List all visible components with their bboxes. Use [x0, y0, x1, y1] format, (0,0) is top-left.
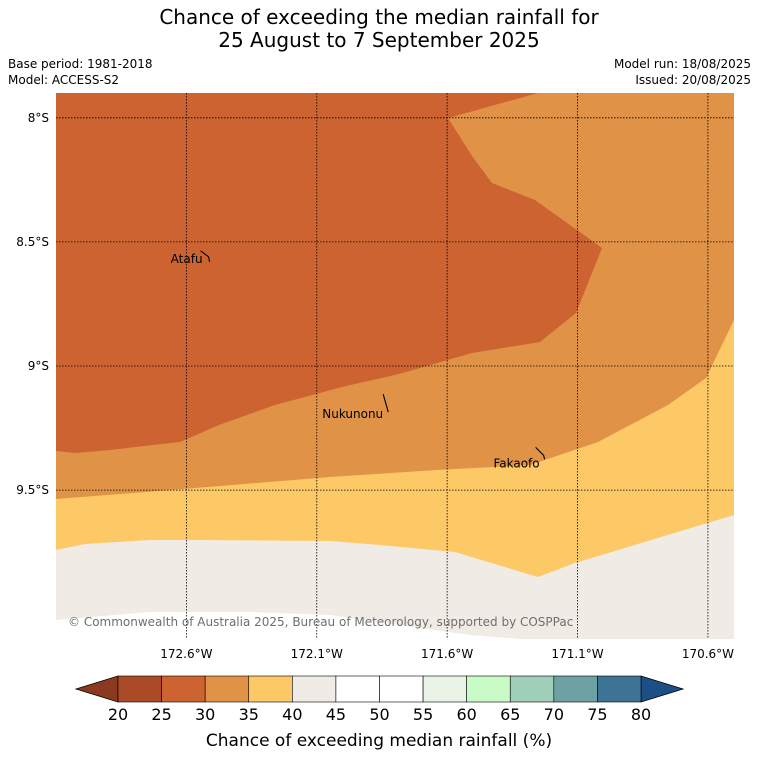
colorbar-segment	[292, 675, 337, 703]
colorbar-segment	[248, 675, 293, 703]
map-gridlines	[56, 93, 734, 639]
longitude-labels: 172.6°W 172.1°W 171.6°W 171.1°W 170.6°W	[160, 647, 734, 661]
colorbar-tick-label: 20	[108, 705, 128, 724]
colorbar-tick-label: 45	[326, 705, 346, 724]
colorbar-tick-label: 80	[631, 705, 651, 724]
atoll-outline-icon	[200, 250, 211, 262]
colorbar-segment	[422, 675, 467, 703]
colorbar-segment	[553, 675, 598, 703]
place-markers: Atafu Nukunonu Fakaofo	[171, 250, 546, 470]
model-run-label: Model run: 18/08/2025	[613, 57, 751, 71]
lon-tick-label: 170.6°W	[682, 647, 734, 661]
lon-tick-label: 172.1°W	[291, 647, 343, 661]
colorbar-title: Chance of exceeding median rainfall (%)	[205, 731, 553, 751]
colorbar-tick-label: 35	[239, 705, 259, 724]
colorbar-segment	[335, 675, 380, 703]
place-label: Fakaofo	[493, 456, 539, 470]
place-label: Nukunonu	[322, 407, 383, 421]
chart-title-line1: Chance of exceeding the median rainfall …	[159, 5, 599, 29]
colorbar-under-arrow	[74, 675, 119, 703]
lat-tick-label: 8°S	[28, 111, 49, 125]
colorbar-tick-label: 65	[500, 705, 520, 724]
region-25-30	[56, 93, 602, 453]
place-label: Atafu	[171, 252, 203, 266]
lon-tick-label: 171.6°W	[421, 647, 473, 661]
lat-tick-label: 8.5°S	[16, 235, 49, 249]
issued-label: Issued: 20/08/2025	[635, 73, 751, 87]
region-30-35-top-right	[448, 93, 734, 166]
colorbar-segment	[466, 675, 511, 703]
colorbar-tick-label: 50	[369, 705, 389, 724]
colorbar-segment	[161, 675, 206, 703]
colorbar-tick-label: 25	[151, 705, 171, 724]
colorbar-over-arrow	[640, 675, 685, 703]
colorbar-segment	[117, 675, 162, 703]
latitude-labels: 8°S 8.5°S 9°S 9.5°S	[16, 111, 49, 497]
colorbar-segments	[74, 675, 685, 703]
colorbar-tick-label: 30	[195, 705, 215, 724]
copyright-notice: © Commonwealth of Australia 2025, Bureau…	[68, 615, 573, 629]
colorbar-tick-label: 55	[413, 705, 433, 724]
chart-title-line2: 25 August to 7 September 2025	[218, 28, 540, 52]
atoll-outline-icon	[382, 394, 389, 413]
colorbar-segment	[204, 675, 250, 703]
colorbar-tick-label: 70	[544, 705, 564, 724]
colorbar-segment	[379, 675, 424, 703]
region-white-bottom-strip	[56, 612, 520, 639]
colorbar-segment	[597, 675, 642, 703]
colorbar-tick-label: 40	[282, 705, 302, 724]
colorbar-segment	[509, 675, 555, 703]
lat-tick-label: 9°S	[28, 359, 49, 373]
colorbar-tick-label: 60	[456, 705, 476, 724]
colorbar-tick-label: 75	[587, 705, 607, 724]
colorbar-tick-labels: 20 25 30 35 40 45 50 55 60 65 70 75 80	[108, 705, 651, 724]
base-period-label: Base period: 1981-2018	[8, 57, 153, 71]
lon-tick-label: 172.6°W	[160, 647, 212, 661]
lon-tick-label: 171.1°W	[551, 647, 603, 661]
model-label: Model: ACCESS-S2	[8, 73, 120, 87]
atoll-outline-icon	[535, 446, 546, 460]
lat-tick-label: 9.5°S	[16, 483, 49, 497]
region-40-45-bottom-right	[600, 515, 734, 639]
